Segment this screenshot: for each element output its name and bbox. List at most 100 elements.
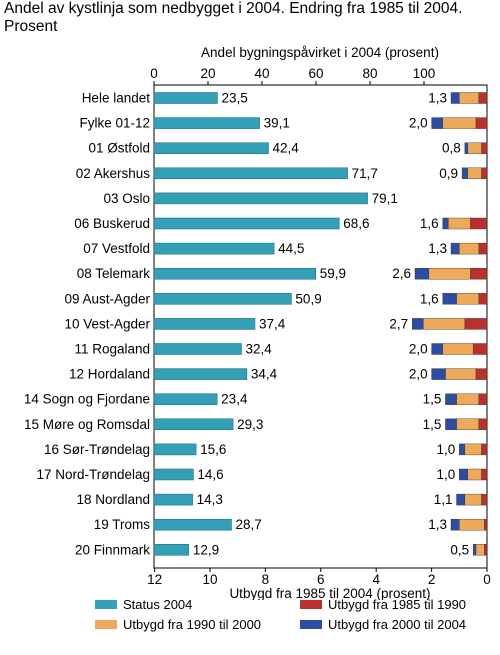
change-bar-period-1985-1990	[481, 167, 488, 180]
status-value-label: 23,4	[221, 392, 248, 407]
status-bar	[153, 343, 242, 355]
change-bar-period-1990-2000	[442, 343, 474, 355]
change-total-label: 1,1	[434, 492, 453, 507]
change-bar-period-1985-1990	[481, 443, 488, 456]
status-bar	[153, 493, 193, 506]
change-bar-period-2000-2004	[450, 519, 460, 531]
change-bar-period-1990-2000	[448, 217, 471, 230]
change-total-label: 2,6	[392, 266, 411, 281]
change-bar-period-1990-2000	[459, 519, 485, 531]
change-total-label: 1,5	[423, 392, 442, 407]
bottom-axis-tick-label: 2	[428, 572, 436, 587]
change-bar-period-1985-1990	[475, 117, 488, 129]
change-bar-period-1990-2000	[456, 418, 479, 430]
change-bar-period-2000-2004	[461, 167, 468, 180]
status-bar	[153, 393, 218, 405]
legend-swatch	[300, 600, 322, 609]
top-axis-tick-label: 0	[150, 66, 158, 81]
change-total-label: 2,0	[409, 116, 428, 131]
status-bar	[153, 217, 340, 230]
bottom-axis-tick-label: 10	[202, 572, 217, 587]
change-bar-period-1985-1990	[478, 393, 488, 405]
status-value-label: 12,9	[193, 542, 219, 557]
change-bar-period-1990-2000	[456, 393, 479, 405]
change-total-label: 1,3	[428, 517, 447, 532]
change-total-label: 2,0	[409, 367, 428, 382]
status-value-label: 68,6	[343, 216, 369, 231]
change-bar-period-1990-2000	[459, 92, 479, 104]
change-bar-period-1985-1990	[478, 242, 488, 255]
change-bar-period-1985-1990	[478, 418, 488, 430]
category-label: 20 Finnmark	[75, 542, 150, 557]
category-label: 07 Vestfold	[83, 241, 150, 256]
top-axis-label: Andel bygningspåvirket i 2004 (prosent)	[201, 45, 439, 60]
change-total-label: 1,0	[437, 467, 456, 482]
change-bar-period-1985-1990	[484, 519, 488, 531]
status-bar	[153, 443, 197, 456]
change-bar-period-2000-2004	[445, 418, 457, 430]
change-total-label: 1,3	[428, 241, 447, 256]
legend-label: Status 2004	[123, 597, 193, 612]
status-value-label: 14,6	[197, 467, 223, 482]
bottom-axis-tick-label: 0	[483, 572, 491, 587]
status-value-label: 37,4	[259, 316, 286, 331]
change-bar-period-1990-2000	[467, 167, 482, 180]
status-value-label: 44,5	[278, 241, 304, 256]
status-value-label: 42,4	[272, 141, 299, 156]
change-bar-period-1985-1990	[470, 268, 488, 280]
status-value-label: 34,4	[251, 367, 278, 382]
chart-canvas: Andel bygningspåvirket i 2004 (prosent) 0…	[24, 45, 491, 600]
category-label: 09 Aust-Agder	[64, 291, 150, 306]
legend-item-status: Status 2004	[95, 597, 192, 612]
bottom-axis-tick-label: 12	[147, 572, 162, 587]
top-axis-tick-label: 100	[413, 66, 436, 81]
legend-label: Utbygd fra 2000 til 2004	[328, 617, 467, 632]
change-total-label: 0,8	[442, 141, 461, 156]
legend-swatch	[95, 620, 117, 629]
category-label: 08 Telemark	[77, 266, 151, 281]
change-total-label: 1,0	[437, 442, 456, 457]
status-bar	[153, 167, 348, 180]
legend-swatch	[95, 600, 117, 609]
legend-item-period-2000-2004: Utbygd fra 2000 til 2004	[300, 617, 466, 632]
legend-swatch	[300, 620, 322, 629]
status-bar	[153, 192, 368, 205]
category-label: 10 Vest-Agder	[64, 316, 150, 331]
category-label: 12 Hordaland	[69, 367, 150, 382]
status-value-label: 23,5	[221, 91, 247, 106]
status-value-label: 32,4	[245, 342, 272, 357]
change-bar-period-1985-1990	[481, 468, 488, 481]
category-label: 11 Rogaland	[74, 342, 150, 357]
change-bar-period-2000-2004	[412, 318, 424, 330]
change-bar-period-1985-1990	[484, 544, 488, 556]
status-bar	[153, 142, 269, 154]
top-axis-tick-label: 60	[308, 66, 323, 81]
change-bar-period-2000-2004	[464, 142, 468, 154]
change-bar-period-1985-1990	[472, 343, 488, 355]
change-bar-period-1985-1990	[478, 293, 488, 305]
status-value-label: 15,6	[200, 442, 226, 457]
top-axis-tick-label: 20	[200, 66, 215, 81]
change-bar-period-2000-2004	[472, 544, 477, 556]
change-bar-period-1985-1990	[481, 142, 488, 154]
change-bar-period-1985-1990	[481, 493, 488, 506]
change-bar-period-1990-2000	[445, 368, 477, 380]
category-label: Hele landet	[82, 91, 151, 106]
status-bar	[153, 318, 256, 330]
legend-label: Utbygd fra 1990 til 2000	[123, 617, 262, 632]
change-total-label: 1,6	[420, 291, 439, 306]
status-bar	[153, 92, 218, 104]
status-value-label: 79,1	[372, 191, 398, 206]
status-bar	[153, 418, 234, 431]
bottom-axis-tick-label: 4	[372, 572, 380, 587]
legend-item-period-1985-1990: Utbygd fra 1985 til 1990	[300, 597, 466, 612]
category-label: 02 Akershus	[76, 166, 151, 181]
status-value-label: 71,7	[352, 166, 378, 181]
status-value-label: 59,9	[320, 266, 346, 281]
change-bar-period-1990-2000	[475, 544, 485, 556]
status-bar	[153, 242, 275, 255]
status-value-label: 28,7	[235, 517, 261, 532]
change-bar-period-2000-2004	[450, 242, 460, 255]
status-value-label: 50,9	[295, 291, 321, 306]
status-bar	[153, 368, 248, 380]
